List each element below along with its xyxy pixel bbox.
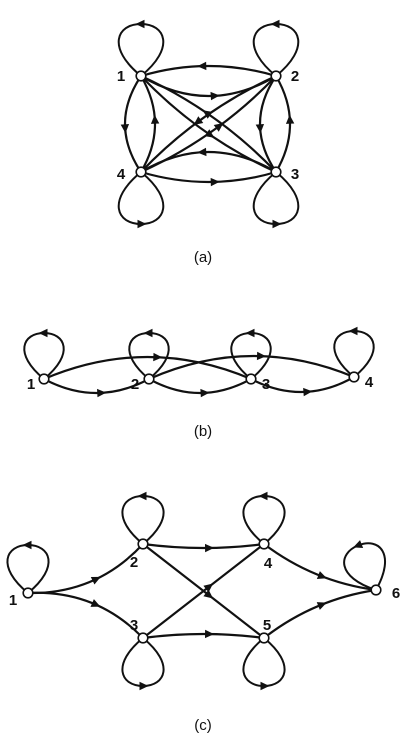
panel-a-node-2 bbox=[270, 70, 282, 82]
panel-a-loop-1 bbox=[117, 19, 165, 77]
panel-a-node-1 bbox=[135, 70, 147, 82]
panel-c-lattice-graph: 1 2 3 4 5 6 (c) bbox=[6, 491, 400, 734]
panel-a-edge-2-to-3 bbox=[255, 75, 277, 173]
panel-b-edge-1-to-2 bbox=[43, 378, 150, 398]
panel-c-node-3 bbox=[137, 632, 149, 644]
panel-b-node-1 bbox=[38, 373, 50, 385]
panel-c-node-label-6: 6 bbox=[392, 585, 400, 602]
panel-a-edge-4-to-1 bbox=[140, 75, 160, 173]
panel-a-edge-4-to-2 bbox=[140, 75, 277, 174]
panel-a-edge-1-to-3 bbox=[140, 75, 277, 174]
panel-c-loop-3 bbox=[121, 637, 165, 691]
panel-b-node-2 bbox=[143, 373, 155, 385]
panel-a-edge-2-to-1 bbox=[140, 61, 277, 78]
panel-c-loop-1 bbox=[6, 540, 50, 594]
panel-b-node-label-1: 1 bbox=[27, 376, 35, 393]
panel-a-node-3 bbox=[270, 166, 282, 178]
panel-c-node-label-3: 3 bbox=[130, 617, 138, 634]
panel-c-node-label-2: 2 bbox=[130, 554, 138, 571]
panel-a-node-label-2: 2 bbox=[291, 68, 299, 85]
panel-b-edge-2-to-3 bbox=[148, 378, 252, 398]
panel-c-node-5 bbox=[258, 632, 270, 644]
panel-b-edge-3-to-4 bbox=[250, 376, 355, 397]
panel-a-loop-2 bbox=[252, 19, 300, 77]
panel-c-node-1 bbox=[22, 587, 34, 599]
panel-a-node-label-3: 3 bbox=[291, 166, 299, 183]
panel-c-edge-3-to-5 bbox=[142, 629, 265, 640]
panel-a-loop-3 bbox=[252, 171, 300, 229]
panel-b-node-label-3: 3 bbox=[262, 376, 270, 393]
panel-b-caption: (b) bbox=[194, 423, 212, 440]
panel-c-edge-4-to-6 bbox=[263, 543, 377, 592]
panel-c-edge-5-to-6 bbox=[263, 588, 377, 639]
panel-c-loop-5 bbox=[242, 637, 286, 691]
panel-b-edge-1-to-3 bbox=[43, 352, 252, 381]
panel-b-loop-3 bbox=[230, 328, 272, 380]
panel-c-edge-2-to-4 bbox=[142, 542, 265, 553]
panel-a-node-label-1: 1 bbox=[117, 68, 125, 85]
panel-a-node-label-4: 4 bbox=[117, 166, 126, 183]
panel-c-caption: (c) bbox=[194, 717, 212, 734]
panel-a-edge-1-to-4 bbox=[120, 75, 142, 173]
panel-a-node-4 bbox=[135, 166, 147, 178]
panel-c-node-4 bbox=[258, 538, 270, 550]
panel-c-node-label-5: 5 bbox=[263, 617, 271, 634]
panel-b-node-3 bbox=[245, 373, 257, 385]
panel-b-node-label-2: 2 bbox=[131, 376, 139, 393]
panel-a-edge-3-to-1 bbox=[140, 74, 277, 173]
panel-b-loop-4 bbox=[333, 326, 375, 378]
panel-b-loop-2 bbox=[128, 328, 170, 380]
panel-b-loop-1 bbox=[23, 328, 65, 380]
panel-b-node-4 bbox=[348, 371, 360, 383]
panel-b-node-label-4: 4 bbox=[365, 374, 374, 391]
panel-c-node-6 bbox=[370, 584, 382, 596]
panel-c-loop-6 bbox=[343, 540, 387, 591]
panel-c-node-2 bbox=[137, 538, 149, 550]
panel-b-edge-2-to-4 bbox=[148, 351, 355, 381]
panel-c-edge-3-to-4 bbox=[142, 543, 265, 639]
panel-a-complete-graph: 1 2 3 4 (a) bbox=[117, 19, 300, 266]
panel-a-edge-3-to-2 bbox=[275, 75, 295, 173]
panel-b-chain-graph: 1 2 3 4 (b) bbox=[23, 326, 375, 440]
panel-c-edge-1-to-3 bbox=[27, 591, 144, 639]
panel-c-node-label-4: 4 bbox=[264, 555, 273, 572]
panel-a-caption: (a) bbox=[194, 249, 212, 266]
panel-c-loop-2 bbox=[121, 491, 165, 545]
panel-a-edge-4-to-3 bbox=[140, 170, 277, 187]
panel-a-loop-4 bbox=[117, 171, 165, 229]
panel-c-node-label-1: 1 bbox=[9, 592, 17, 609]
panel-a-edge-2-to-4 bbox=[140, 74, 277, 173]
panel-c-loop-4 bbox=[242, 491, 286, 545]
